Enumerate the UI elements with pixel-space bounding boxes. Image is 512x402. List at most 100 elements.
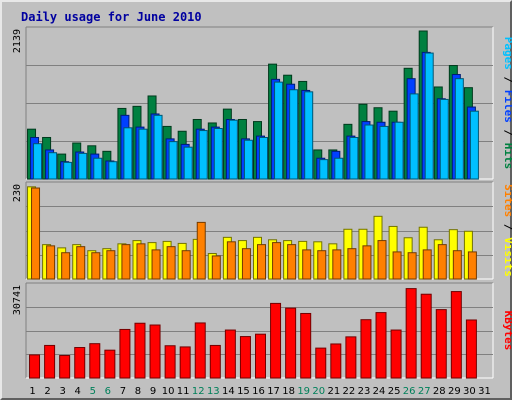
x-tick-label: 2 bbox=[44, 386, 50, 397]
bar-sites-15 bbox=[241, 248, 251, 280]
bar-kbytes-8 bbox=[134, 322, 146, 379]
bar-pages-6 bbox=[108, 161, 118, 180]
bar-pages-28 bbox=[439, 98, 449, 180]
bar-sites-7 bbox=[121, 244, 131, 280]
bar-pages-13 bbox=[213, 127, 223, 180]
bar-kbytes-11 bbox=[179, 346, 191, 379]
bar-sites-11 bbox=[181, 250, 191, 280]
bar-pages-23 bbox=[364, 124, 374, 180]
bar-sites-27 bbox=[422, 249, 432, 280]
bar-pages-27 bbox=[424, 52, 434, 180]
bar-sites-4 bbox=[76, 246, 86, 280]
bar-pages-25 bbox=[394, 121, 404, 180]
bar-kbytes-7 bbox=[119, 328, 131, 379]
bar-sites-24 bbox=[377, 240, 387, 280]
bar-sites-17 bbox=[272, 242, 282, 280]
bar-sites-9 bbox=[151, 249, 161, 280]
x-tick-label: 1 bbox=[29, 386, 35, 397]
bar-sites-2 bbox=[46, 245, 56, 280]
x-tick-label: 9 bbox=[150, 386, 156, 397]
bar-sites-10 bbox=[166, 246, 176, 280]
bar-kbytes-2 bbox=[44, 344, 56, 379]
bar-kbytes-15 bbox=[239, 336, 251, 379]
bar-kbytes-4 bbox=[74, 347, 86, 379]
bar-sites-3 bbox=[61, 252, 71, 280]
bar-pages-1 bbox=[33, 143, 43, 180]
bar-sites-26 bbox=[407, 252, 417, 280]
bar-pages-7 bbox=[123, 127, 133, 180]
bar-sites-25 bbox=[392, 251, 402, 280]
bar-kbytes-6 bbox=[104, 349, 116, 379]
x-tick-label: 11 bbox=[177, 386, 190, 397]
x-tick-label: 12 bbox=[192, 386, 205, 397]
x-tick-label: 18 bbox=[282, 386, 295, 397]
bar-pages-14 bbox=[228, 119, 238, 180]
bar-kbytes-22 bbox=[345, 336, 357, 379]
bar-kbytes-21 bbox=[330, 343, 342, 379]
bar-kbytes-18 bbox=[285, 307, 297, 379]
legend-part: Hits bbox=[502, 143, 512, 170]
panel-kbytes: 30741 KBytes bbox=[12, 282, 512, 379]
legend-hits-files-pages: Pages / Files / Hits bbox=[502, 37, 512, 170]
legend-part: KBytes bbox=[502, 311, 512, 351]
x-tick-label: 24 bbox=[373, 386, 386, 397]
bar-kbytes-28 bbox=[435, 309, 447, 379]
bar-pages-18 bbox=[289, 89, 299, 180]
bar-pages-15 bbox=[243, 139, 253, 180]
chart-title: Daily usage for June 2010 bbox=[21, 10, 202, 24]
bar-kbytes-24 bbox=[375, 312, 387, 379]
bar-sites-16 bbox=[257, 244, 266, 280]
y-max-label: 30741 bbox=[12, 285, 23, 315]
bar-pages-4 bbox=[78, 152, 88, 180]
bar-kbytes-26 bbox=[405, 288, 417, 379]
bar-kbytes-16 bbox=[255, 333, 266, 379]
x-tick-label: 15 bbox=[237, 386, 250, 397]
legend-kbytes: KBytes bbox=[502, 311, 512, 351]
bar-kbytes-1 bbox=[29, 354, 41, 379]
panel-visits-sites: 230 Sites / Visits bbox=[12, 181, 512, 280]
bar-kbytes-19 bbox=[300, 312, 312, 379]
bar-pages-22 bbox=[349, 136, 359, 180]
bar-pages-19 bbox=[304, 91, 314, 180]
bar-sites-23 bbox=[362, 245, 372, 280]
x-tick-label: 27 bbox=[418, 386, 431, 397]
bar-sites-5 bbox=[91, 252, 101, 280]
bar-sites-12 bbox=[196, 221, 206, 280]
bar-pages-17 bbox=[274, 81, 284, 180]
bar-kbytes-25 bbox=[390, 329, 402, 379]
bar-kbytes-14 bbox=[224, 329, 236, 379]
legend-part: / bbox=[502, 217, 512, 237]
x-tick-label: 7 bbox=[120, 386, 126, 397]
bar-kbytes-29 bbox=[450, 291, 462, 379]
x-tick-label: 5 bbox=[90, 386, 96, 397]
x-tick-label: 3 bbox=[59, 386, 65, 397]
bar-pages-3 bbox=[63, 161, 73, 180]
x-tick-label: 20 bbox=[312, 386, 325, 397]
y-max-label: 2139 bbox=[12, 29, 23, 53]
x-tick-label: 22 bbox=[343, 386, 356, 397]
bar-kbytes-20 bbox=[315, 347, 327, 379]
legend-visits-sites: Sites / Visits bbox=[502, 184, 512, 277]
bar-kbytes-12 bbox=[194, 322, 206, 379]
bar-sites-28 bbox=[437, 244, 447, 280]
x-tick-label: 10 bbox=[162, 386, 175, 397]
bar-sites-14 bbox=[226, 241, 236, 280]
bar-kbytes-30 bbox=[465, 319, 477, 379]
bar-sites-30 bbox=[467, 251, 477, 280]
bar-pages-2 bbox=[48, 152, 58, 180]
bar-sites-29 bbox=[452, 250, 462, 280]
x-tick-label: 23 bbox=[358, 386, 371, 397]
x-tick-label: 16 bbox=[252, 386, 265, 397]
x-tick-label: 29 bbox=[448, 386, 461, 397]
bar-kbytes-3 bbox=[59, 355, 71, 379]
bar-pages-10 bbox=[168, 141, 178, 180]
x-tick-label: 13 bbox=[207, 386, 220, 397]
x-tick-label: 21 bbox=[327, 386, 340, 397]
legend-part: Files bbox=[502, 90, 512, 123]
bar-kbytes-9 bbox=[149, 324, 161, 379]
bar-pages-24 bbox=[379, 125, 389, 180]
x-tick-label: 26 bbox=[403, 386, 416, 397]
bar-pages-29 bbox=[454, 78, 464, 180]
